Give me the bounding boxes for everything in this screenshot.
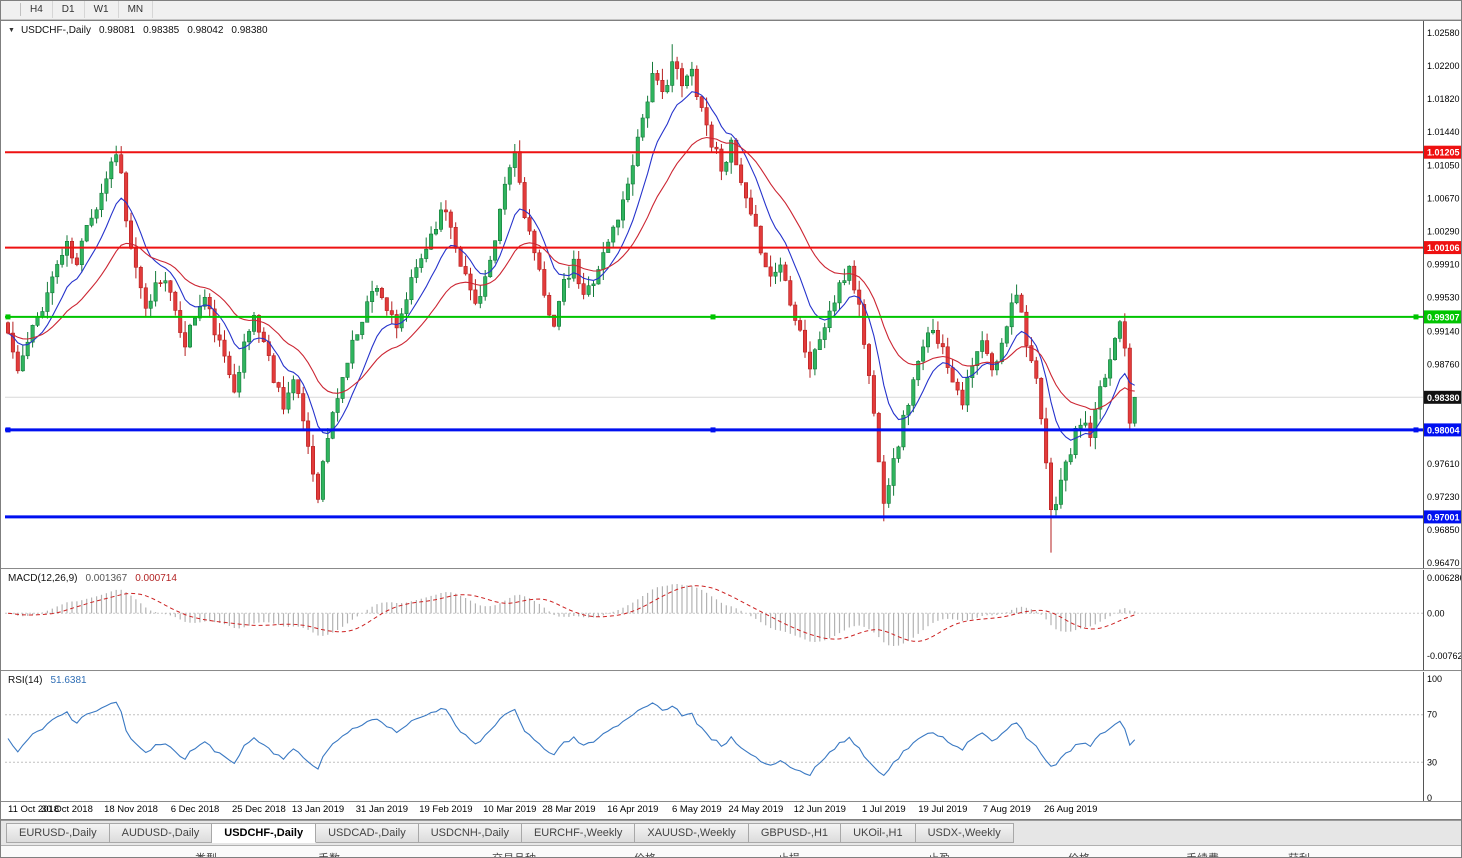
macd-pane-layer[interactable] [5,584,1423,646]
svg-text:30: 30 [1427,757,1437,767]
svg-text:-0.00762: -0.00762 [1427,651,1462,661]
macd-signal-line [7,585,1135,642]
chart-tab-usdchf[interactable]: USDCHF-,Daily [212,823,317,843]
rsi-indicator-label: RSI(14) 51.6381 [8,675,87,686]
svg-text:1 Jul 2019: 1 Jul 2019 [862,804,906,815]
svg-text:19 Jul 2019: 19 Jul 2019 [918,804,967,815]
ohlc-high: 0.98385 [143,25,180,36]
status-column: 价格 [1068,850,1090,858]
terminal-status-strip: 类型 手数 交易品种 价格 止损 止盈 价格 手续费 获利 [0,845,1462,858]
status-column: 交易品种 [492,850,536,858]
macd-signal-value: 0.000714 [135,573,177,584]
svg-text:0.96850: 0.96850 [1427,525,1460,535]
svg-text:1.01205: 1.01205 [1427,148,1460,158]
status-column: 手续费 [1186,850,1219,858]
svg-text:6 May 2019: 6 May 2019 [672,804,722,815]
svg-text:24 May 2019: 24 May 2019 [728,804,783,815]
svg-text:11 Oct 2018: 11 Oct 2018 [8,804,59,815]
svg-text:28 Mar 2019: 28 Mar 2019 [542,804,595,815]
toolbar-separator [20,3,21,16]
candles-layer[interactable] [6,44,1137,553]
svg-text:0.99910: 0.99910 [1427,260,1460,270]
timeframe-button-mn[interactable]: MN [119,1,154,18]
macd-name: MACD(12,26,9) [8,573,78,584]
svg-text:18 Nov 2018: 18 Nov 2018 [104,804,158,815]
status-column: 类型 [195,850,217,858]
chart-tab-usdcad[interactable]: USDCAD-,Daily [316,823,419,843]
svg-text:0.99530: 0.99530 [1427,293,1460,303]
chart-tab-eurusd[interactable]: EURUSD-,Daily [6,823,110,843]
svg-text:0.97610: 0.97610 [1427,459,1460,469]
svg-text:0.006286: 0.006286 [1427,573,1462,583]
svg-text:1.00106: 1.00106 [1427,243,1460,253]
chart-tabs-bar: EURUSD-,Daily AUDUSD-,Daily USDCHF-,Dail… [0,820,1462,845]
chart-tab-usdcnh[interactable]: USDCNH-,Daily [418,823,522,843]
svg-text:70: 70 [1427,710,1437,720]
svg-text:1.01050: 1.01050 [1427,161,1460,171]
svg-text:0.98760: 0.98760 [1427,359,1460,369]
svg-text:7 Aug 2019: 7 Aug 2019 [983,804,1031,815]
svg-text:12 Jun 2019: 12 Jun 2019 [794,804,846,815]
svg-text:1.02200: 1.02200 [1427,61,1460,71]
rsi-pane-layer[interactable] [5,701,1423,777]
svg-text:31 Jan 2019: 31 Jan 2019 [356,804,408,815]
chart-tab-audusd[interactable]: AUDUSD-,Daily [109,823,213,843]
status-column: 价格 [634,850,656,858]
svg-text:1.00670: 1.00670 [1427,194,1460,204]
collapse-arrow-icon[interactable]: ▼ [8,27,15,34]
timeframe-toolbar: H4 D1 W1 MN [0,0,1462,20]
hlines-layer[interactable] [5,151,1423,519]
svg-text:10 Mar 2019: 10 Mar 2019 [483,804,536,815]
rsi-line [7,701,1136,777]
ohlc-close: 0.98380 [231,25,268,36]
svg-text:0.98380: 0.98380 [1427,393,1460,403]
status-column: 手数 [318,850,340,858]
chart-tab-eurchf[interactable]: EURCHF-,Weekly [521,823,636,843]
timeframe-button-h4[interactable]: H4 [21,1,53,18]
macd-main-value: 0.001367 [85,573,128,584]
macd-indicator-label: MACD(12,26,9) 0.001367 0.000714 [8,573,177,584]
status-column: 止盈 [928,850,950,858]
svg-text:16 Apr 2019: 16 Apr 2019 [607,804,658,815]
rsi-value: 51.6381 [50,675,87,686]
svg-text:1.00290: 1.00290 [1427,227,1460,237]
timeframe-button-w1[interactable]: W1 [85,1,119,18]
svg-text:0.98004: 0.98004 [1427,425,1460,435]
price-axis[interactable]: 1.02580 1.02200 1.01820 1.01440 1.01050 1.006… [1427,28,1462,803]
svg-text:13 Jan 2019: 13 Jan 2019 [292,804,344,815]
status-column: 获利 [1288,850,1310,858]
rsi-name: RSI(14) [8,675,43,686]
svg-text:100: 100 [1427,674,1442,684]
svg-text:0.96470: 0.96470 [1427,558,1460,568]
svg-text:0.97230: 0.97230 [1427,492,1460,502]
chart-symbol-period: USDCHF-,Daily [20,25,91,36]
svg-text:1.01820: 1.01820 [1427,94,1460,104]
svg-text:1.01440: 1.01440 [1427,127,1460,137]
ma-fast-line [7,91,1135,441]
chart-tab-xauusd[interactable]: XAUUSD-,Weekly [635,823,749,843]
svg-text:0.97001: 0.97001 [1427,512,1460,522]
svg-text:1.02580: 1.02580 [1427,28,1460,38]
chart-tab-gbpusd[interactable]: GBPUSD-,H1 [748,823,842,843]
svg-text:0.99307: 0.99307 [1427,312,1460,322]
svg-text:0.00: 0.00 [1427,608,1445,618]
timeframe-button-d1[interactable]: D1 [53,1,85,18]
price-tags: 1.01205 1.00106 0.99307 0.98004 0.97001 0.983… [1424,145,1462,524]
chart-tab-usdx[interactable]: USDX-,Weekly [915,823,1014,843]
chart-tab-ukoil[interactable]: UKOil-,H1 [841,823,916,843]
svg-text:26 Aug 2019: 26 Aug 2019 [1044,804,1097,815]
ma-slow-line [7,136,1135,410]
ohlc-open: 0.98081 [98,25,136,36]
ohlc-low: 0.98042 [187,25,224,36]
svg-text:30 Oct 2018: 30 Oct 2018 [41,804,93,815]
svg-text:19 Feb 2019: 19 Feb 2019 [419,804,472,815]
svg-text:6 Dec 2018: 6 Dec 2018 [171,804,220,815]
svg-text:0.99140: 0.99140 [1427,326,1460,336]
chart-ohlc-header: ▼ USDCHF-,Daily 0.98081 0.98385 0.98042 … [8,25,268,36]
svg-text:25 Dec 2018: 25 Dec 2018 [232,804,286,815]
svg-text:0: 0 [1427,793,1432,803]
status-column: 止损 [778,850,800,858]
